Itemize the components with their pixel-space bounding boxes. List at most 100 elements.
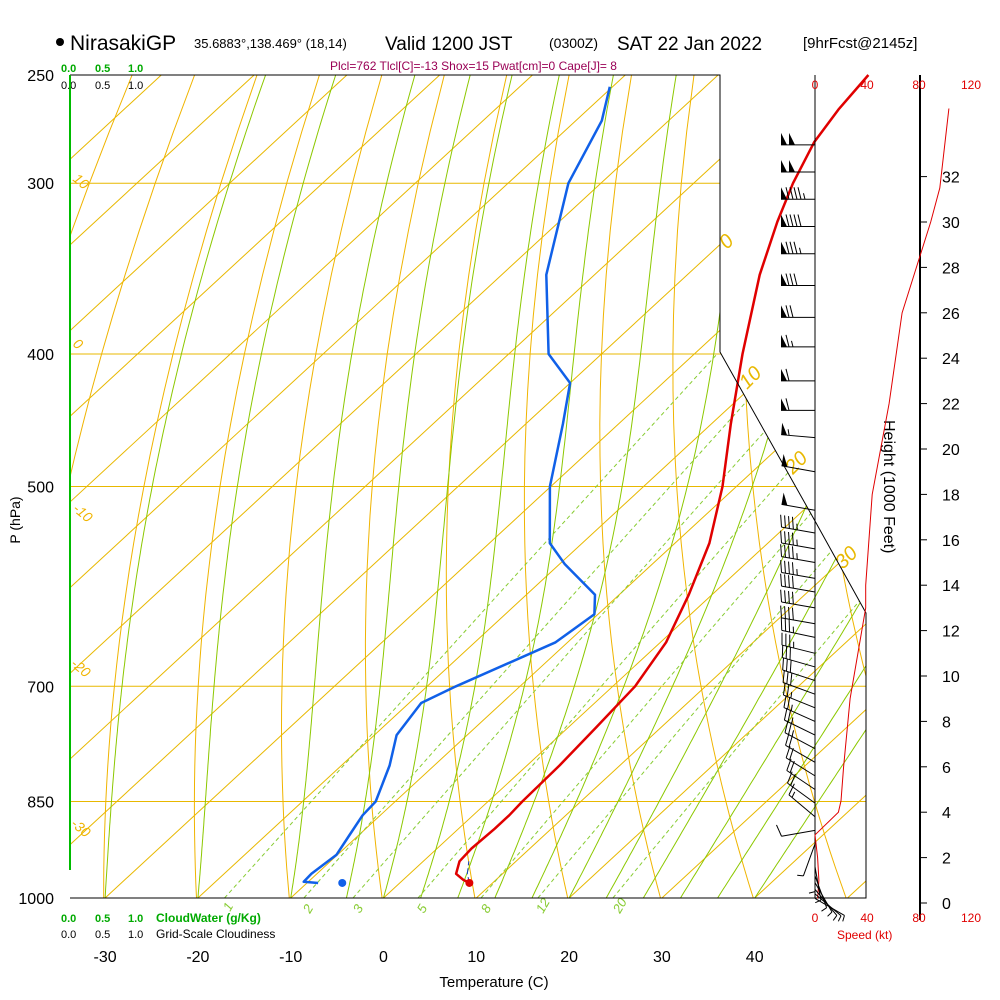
wind-barb-flag (793, 214, 798, 227)
isotherm-line (568, 75, 866, 898)
height-tick-label: 6 (942, 760, 951, 777)
height-tick-label: 20 (942, 442, 960, 459)
wind-barb-flag (787, 709, 792, 722)
pressure-tick-label: 850 (27, 795, 54, 812)
wind-barb (781, 273, 815, 287)
wind-barb-flag (783, 707, 788, 721)
isotherm-line (475, 75, 866, 898)
wind-barb-flag (789, 660, 792, 673)
wind-barb (781, 214, 815, 228)
isotherm-line (70, 75, 533, 898)
forecast-label: [9hrFcst@2145z] (803, 35, 917, 52)
cloudiness-label: Grid-Scale Cloudiness (156, 927, 275, 941)
wind-barb-pennant (781, 160, 787, 173)
wind-barb-staff (814, 889, 838, 916)
height-tick-label: 10 (942, 669, 960, 686)
moist-adiabat-line (383, 75, 513, 898)
pressure-tick-label: 1000 (18, 891, 54, 908)
cloudwater-label: CloudWater (g/Kg) (156, 911, 261, 925)
wind-barb-flag (776, 824, 782, 837)
wind-barb-flag (785, 214, 790, 227)
wind-barb-half-flag (791, 791, 796, 798)
wind-barb-half-flag (787, 429, 790, 436)
wind-barb-flag (780, 530, 783, 544)
wind-barb-pennant (781, 492, 788, 506)
wind-barb (780, 589, 816, 609)
pressure-tick-label: 250 (27, 68, 54, 85)
wind-barb-pennant (781, 422, 788, 436)
isotherm-line (70, 75, 812, 898)
wind-barb-flag (785, 733, 790, 746)
wind-barb-staff (781, 629, 816, 638)
wind-barb-pennant (781, 453, 788, 467)
isotherm-line (847, 75, 866, 898)
wind-barb (797, 843, 816, 877)
wind-barb-staff (781, 585, 816, 593)
temperature-axis-label: Temperature (C) (439, 974, 548, 991)
wind-barb-half-flag (827, 911, 833, 917)
wind-barb (780, 605, 816, 625)
mixing-ratio-label: 20 (609, 895, 630, 917)
wind-barb-flag (780, 573, 783, 587)
station-marker-icon (56, 38, 64, 46)
valid-utc: (0300Z) (549, 35, 598, 51)
wind-barb-flag (784, 544, 786, 558)
wind-barb (781, 334, 815, 348)
wind-barb-flag (797, 214, 802, 227)
wind-barb-staff (784, 719, 816, 736)
wind-barb-flag (788, 516, 790, 529)
wind-barb-flag (780, 589, 783, 603)
wind-barb-half-flag (832, 915, 838, 921)
wind-barb-pennant (789, 160, 795, 173)
wind-barb-flag (785, 273, 790, 286)
wind-barb-flag (788, 545, 790, 559)
isotherm-line (661, 75, 866, 898)
cloud-scale-top: 0.0 0.5 1.0 0.0 0.5 1.0 (61, 63, 143, 92)
wind-barb-flag (786, 671, 789, 684)
height-tick-label: 30 (942, 215, 960, 232)
height-tick-label: 14 (942, 578, 960, 595)
wind-barb-flag (791, 532, 794, 546)
wind-barb-flag (791, 546, 794, 559)
moist-adiabat-line (754, 75, 866, 898)
wind-barb-staff (787, 782, 816, 804)
cloud-top-green-0: 0.0 (61, 63, 76, 75)
wind-barb (781, 241, 815, 255)
surface-dewpoint-dot (338, 878, 347, 887)
cloud-bottom-black-1: 0.5 (95, 929, 110, 941)
wind-barb-pennant (781, 132, 787, 145)
height-tick-label: 32 (942, 170, 960, 187)
wind-barb-staff (781, 526, 816, 534)
wind-barb-half-flag (791, 340, 794, 347)
moist-adiabat-line (104, 75, 267, 898)
speed-tick-bottom: 80 (912, 911, 926, 925)
wind-barb-half-flag (803, 193, 806, 200)
temperature-tick-label: -30 (94, 949, 117, 966)
wind-barb-flag (789, 760, 795, 773)
dry-adiabat-label: -30 (68, 815, 94, 840)
wind-barb-flag (788, 722, 792, 735)
wind-barb (781, 398, 815, 411)
wind-barb-flag (787, 771, 793, 784)
speed-tick-top: 120 (961, 78, 981, 92)
wind-barb-half-flag (790, 691, 793, 699)
wind-barb (783, 695, 816, 722)
profiles (302, 74, 870, 887)
isotherm-line (70, 75, 348, 898)
wind-barb-flag (789, 748, 794, 761)
speed-tick-top: 0 (812, 78, 819, 92)
wind-barb (808, 857, 816, 894)
cloud-top-green-1: 0.5 (95, 63, 110, 75)
wind-barb-half-flag (791, 717, 794, 724)
wind-barb-pennant (781, 187, 787, 200)
temperature-tick-label: 10 (467, 949, 485, 966)
wind-barb-flag (793, 273, 798, 286)
cloud-top-black-1: 0.5 (95, 80, 110, 92)
dry-adiabat-line (523, 75, 570, 898)
wind-barb-staff (783, 694, 816, 709)
temperature-profile (454, 74, 870, 885)
wind-barb-staff (802, 843, 816, 877)
speed-axis-label: Speed (kt) (837, 928, 892, 942)
wind-barb-pennant (781, 368, 787, 381)
